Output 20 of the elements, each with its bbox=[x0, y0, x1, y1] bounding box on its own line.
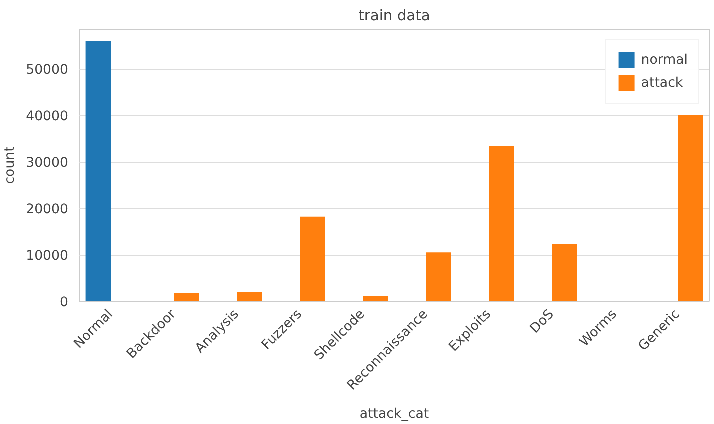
bar bbox=[489, 146, 514, 302]
bar bbox=[678, 116, 704, 302]
bar bbox=[86, 41, 111, 302]
x-axis-title: attack_cat bbox=[360, 406, 430, 422]
bar bbox=[363, 296, 388, 302]
bar bbox=[237, 292, 262, 302]
y-tick-label: 40000 bbox=[26, 110, 69, 125]
y-axis-title: count bbox=[3, 146, 18, 184]
y-tick-label: 10000 bbox=[26, 249, 69, 264]
legend-label: attack bbox=[641, 76, 684, 90]
bar bbox=[174, 293, 200, 302]
bar bbox=[552, 244, 578, 302]
chart-title: train data bbox=[358, 8, 430, 24]
legend-label: normal bbox=[641, 52, 688, 68]
y-tick-label: 20000 bbox=[26, 202, 69, 218]
y-tick-label: 50000 bbox=[26, 63, 69, 78]
y-tick-label: 0 bbox=[60, 296, 69, 310]
bar bbox=[426, 252, 452, 302]
y-tick-label: 30000 bbox=[26, 156, 69, 172]
bar bbox=[300, 216, 326, 302]
